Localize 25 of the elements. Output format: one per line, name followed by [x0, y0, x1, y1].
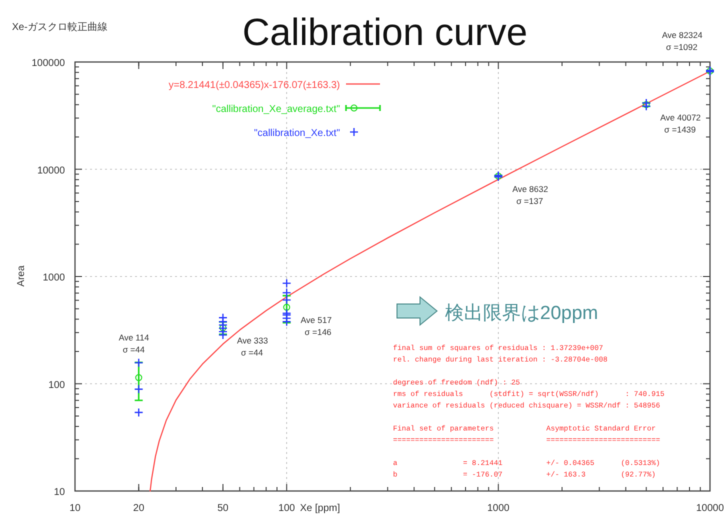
legend-label: "callibration_Xe_average.txt" — [212, 104, 340, 115]
annotation: Ave 40072 σ =1439 — [660, 112, 702, 135]
chart-title: Calibration curve — [242, 12, 528, 54]
x-axis-title: Xe [ppm] — [300, 503, 340, 514]
x-tick-label: 100 — [278, 503, 296, 514]
x-tick-label: 1000 — [487, 503, 510, 514]
annotation: Ave 8632 σ =137 — [512, 184, 548, 206]
x-tick-label: 20 — [133, 503, 145, 514]
annotation: Ave 517 σ =146 — [300, 315, 332, 338]
legend-label: y=8.21441(±0.04365)x-176.07(±163.3) — [168, 80, 340, 91]
y-tick-label: 10000 — [37, 165, 66, 176]
annotation: 検出限界は20ppm — [445, 303, 598, 324]
x-tick-label: 10000 — [696, 503, 724, 514]
x-tick-label: 10 — [69, 503, 81, 514]
x-tick-label: 50 — [217, 503, 229, 514]
annotation: Ave 114 σ =44 — [118, 332, 150, 354]
annotation: Ave 333 σ =44 — [236, 336, 268, 358]
y-tick-label: 100 — [48, 380, 66, 391]
legend-label: "callibration_Xe.txt" — [254, 128, 340, 139]
y-tick-label: 100000 — [32, 58, 66, 69]
annotation: Ave 82324 σ =1092 — [662, 30, 703, 52]
chart-subtitle: Xe-ガスクロ較正曲線 — [12, 21, 108, 33]
y-tick-label: 1000 — [42, 272, 66, 284]
y-axis-title: Area — [16, 265, 27, 287]
y-tick-label: 10 — [54, 487, 66, 498]
